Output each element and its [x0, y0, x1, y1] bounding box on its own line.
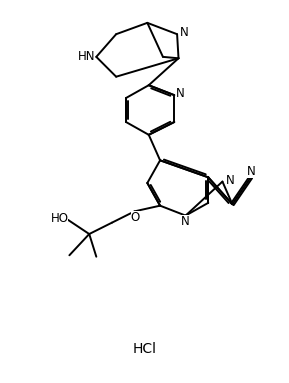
Text: HN: HN	[78, 50, 95, 63]
Text: HO: HO	[51, 212, 68, 225]
Text: N: N	[247, 165, 255, 178]
Text: O: O	[131, 211, 140, 224]
Text: N: N	[180, 26, 188, 39]
Text: N: N	[176, 87, 185, 100]
Text: HCl: HCl	[132, 342, 157, 356]
Text: N: N	[181, 215, 189, 228]
Text: N: N	[226, 173, 235, 187]
